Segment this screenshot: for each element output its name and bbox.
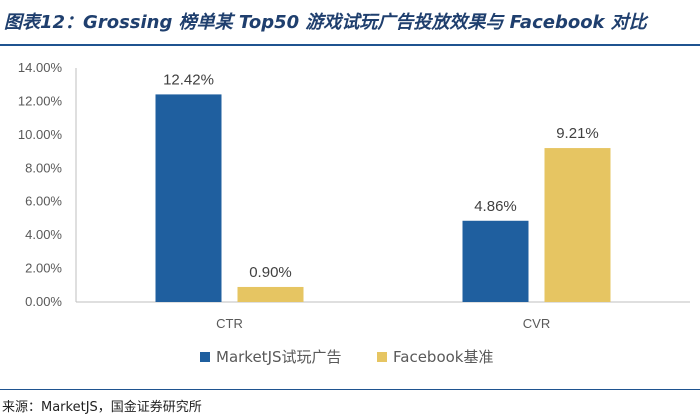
- data-label: 4.86%: [474, 198, 517, 215]
- source-divider: [0, 389, 700, 390]
- y-tick-label: 8.00%: [25, 160, 62, 175]
- figure-title: 图表12：Grossing 榜单某 Top50 游戏试玩广告投放效果与 Face…: [4, 12, 647, 33]
- bar: [544, 148, 611, 302]
- x-tick-label: CTR: [216, 316, 243, 331]
- data-label: 9.21%: [556, 125, 599, 142]
- y-tick-label: 6.00%: [25, 194, 62, 209]
- legend-label: MarketJS试玩广告: [216, 348, 342, 366]
- y-tick-label: 2.00%: [25, 261, 62, 276]
- title-divider: [0, 44, 700, 46]
- source-note: 来源：MarketJS，国金证券研究所: [2, 400, 202, 415]
- bar: [155, 94, 222, 302]
- y-tick-label: 0.00%: [25, 294, 62, 309]
- data-label: 0.90%: [249, 264, 292, 281]
- y-tick-label: 4.00%: [25, 227, 62, 242]
- legend-swatch: [377, 352, 387, 362]
- legend-swatch: [200, 352, 210, 362]
- chart-canvas: 0.00% 2.00% 4.00% 6.00% 8.00% 10.00% 12.00% 14.…: [18, 60, 690, 366]
- y-tick-label: 12.00%: [18, 93, 63, 108]
- bar: [237, 286, 304, 302]
- y-tick-label: 10.00%: [18, 127, 63, 142]
- legend-label: Facebook基准: [393, 348, 493, 366]
- bar-chart: 0.00% 2.00% 4.00% 6.00% 8.00% 10.00% 12.00% 14.…: [0, 48, 700, 385]
- y-tick-label: 14.00%: [18, 60, 63, 75]
- data-label: 12.42%: [163, 71, 214, 88]
- bar: [462, 220, 529, 302]
- x-tick-label: CVR: [523, 316, 550, 331]
